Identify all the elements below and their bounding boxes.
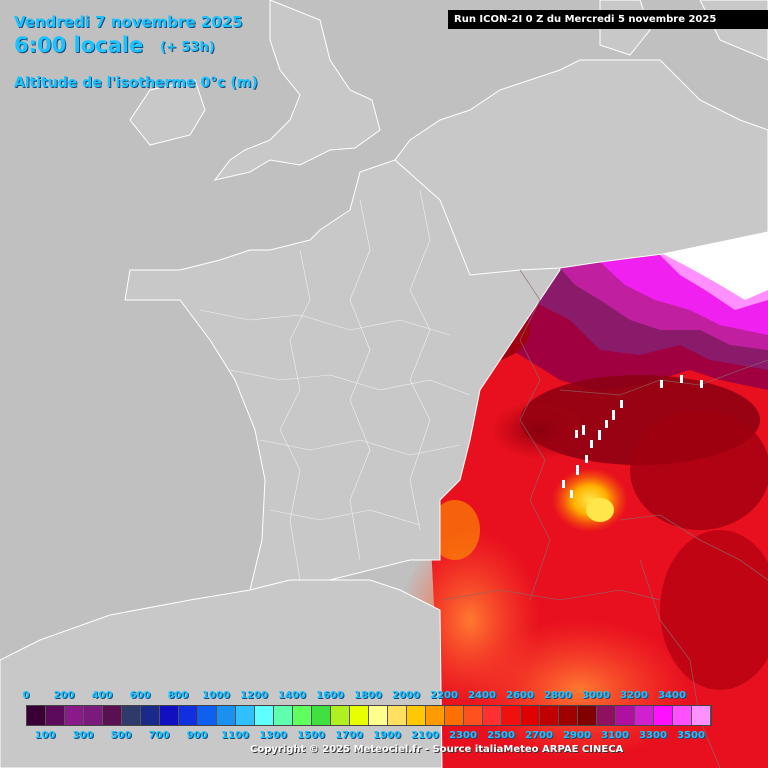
legend-top-label: 1000 [202, 690, 230, 701]
domain-borders [441, 269, 768, 768]
forecast-lead-time: (+ 53h) [160, 40, 215, 55]
model-run-banner: Run ICON-2I 0 Z du Mercredi 5 novembre 2… [448, 10, 768, 29]
legend-top-label: 1800 [354, 690, 382, 701]
legend-top-label: 200 [53, 690, 75, 701]
forecast-date: Vendredi 7 novembre 2025 [14, 13, 243, 31]
legend-swatch [179, 706, 198, 725]
legend-swatch [654, 706, 673, 725]
legend-top-label: 0 [22, 690, 30, 701]
legend-bottom-label: 100 [34, 730, 56, 741]
legend-swatch [312, 706, 331, 725]
legend-swatch [27, 706, 46, 725]
legend-swatch [559, 706, 578, 725]
legend-bottom-label: 3100 [601, 730, 629, 741]
legend-top-label: 1200 [240, 690, 268, 701]
legend-top-label: 3400 [658, 690, 686, 701]
legend-bottom-label: 500 [110, 730, 132, 741]
legend-bottom-label: 900 [186, 730, 208, 741]
legend-bottom-label: 300 [72, 730, 94, 741]
legend-swatch [217, 706, 236, 725]
legend-bottom-label: 1700 [335, 730, 363, 741]
legend-swatch [141, 706, 160, 725]
region-borders [199, 189, 471, 581]
legend-swatch [103, 706, 122, 725]
legend-top-label: 2000 [392, 690, 420, 701]
legend-bottom-label: 1100 [221, 730, 249, 741]
legend-bottom-label: 2700 [525, 730, 553, 741]
legend-swatch [274, 706, 293, 725]
legend-bottom-label: 1300 [259, 730, 287, 741]
legend-top-label: 2600 [506, 690, 534, 701]
copyright-text: Copyright © 2025 Meteociel.fr - Source i… [250, 744, 624, 755]
legend-swatch [426, 706, 445, 725]
legend-swatch [198, 706, 217, 725]
legend-swatch [635, 706, 654, 725]
legend-bottom-label: 700 [148, 730, 170, 741]
forecast-time: 6:00 locale [14, 33, 144, 57]
legend-top-label: 600 [129, 690, 151, 701]
legend-swatch [578, 706, 597, 725]
legend-swatch [388, 706, 407, 725]
legend-swatch [407, 706, 426, 725]
legend-swatch [236, 706, 255, 725]
legend-swatch [540, 706, 559, 725]
legend-bottom-label: 2300 [449, 730, 477, 741]
legend-swatch [293, 706, 312, 725]
legend-swatch [160, 706, 179, 725]
legend-swatch [255, 706, 274, 725]
legend-top-label: 3200 [620, 690, 648, 701]
parameter-title: Altitude de l'isotherme 0°c (m) [14, 75, 258, 91]
legend-top-label: 400 [91, 690, 113, 701]
legend-swatch [673, 706, 692, 725]
snow-markers [562, 375, 703, 498]
legend-swatch [692, 706, 711, 725]
color-scale-legend: 0 200 400 600 800 1000 1200 1400 1600 1800 2000 220… [0, 686, 768, 768]
legend-top-label: 2800 [544, 690, 572, 701]
legend-bottom-label: 3500 [677, 730, 705, 741]
legend-swatch [502, 706, 521, 725]
legend-swatch [521, 706, 540, 725]
legend-top-label: 1600 [316, 690, 344, 701]
legend-swatch [122, 706, 141, 725]
legend-color-bar [26, 705, 712, 726]
legend-swatch [350, 706, 369, 725]
legend-bottom-label: 2500 [487, 730, 515, 741]
legend-swatch [445, 706, 464, 725]
legend-swatch [483, 706, 502, 725]
legend-swatch [65, 706, 84, 725]
legend-bottom-label: 1900 [373, 730, 401, 741]
legend-top-label: 3000 [582, 690, 610, 701]
legend-top-label: 2400 [468, 690, 496, 701]
legend-swatch [369, 706, 388, 725]
legend-swatch [84, 706, 103, 725]
legend-bottom-label: 1500 [297, 730, 325, 741]
legend-bottom-label: 2100 [411, 730, 439, 741]
legend-swatch [46, 706, 65, 725]
legend-bottom-label: 3300 [639, 730, 667, 741]
legend-swatch [331, 706, 350, 725]
legend-bottom-label: 2900 [563, 730, 591, 741]
legend-swatch [464, 706, 483, 725]
legend-top-label: 2200 [430, 690, 458, 701]
legend-swatch [597, 706, 616, 725]
legend-swatch [616, 706, 635, 725]
legend-top-label: 1400 [278, 690, 306, 701]
legend-top-label: 800 [167, 690, 189, 701]
